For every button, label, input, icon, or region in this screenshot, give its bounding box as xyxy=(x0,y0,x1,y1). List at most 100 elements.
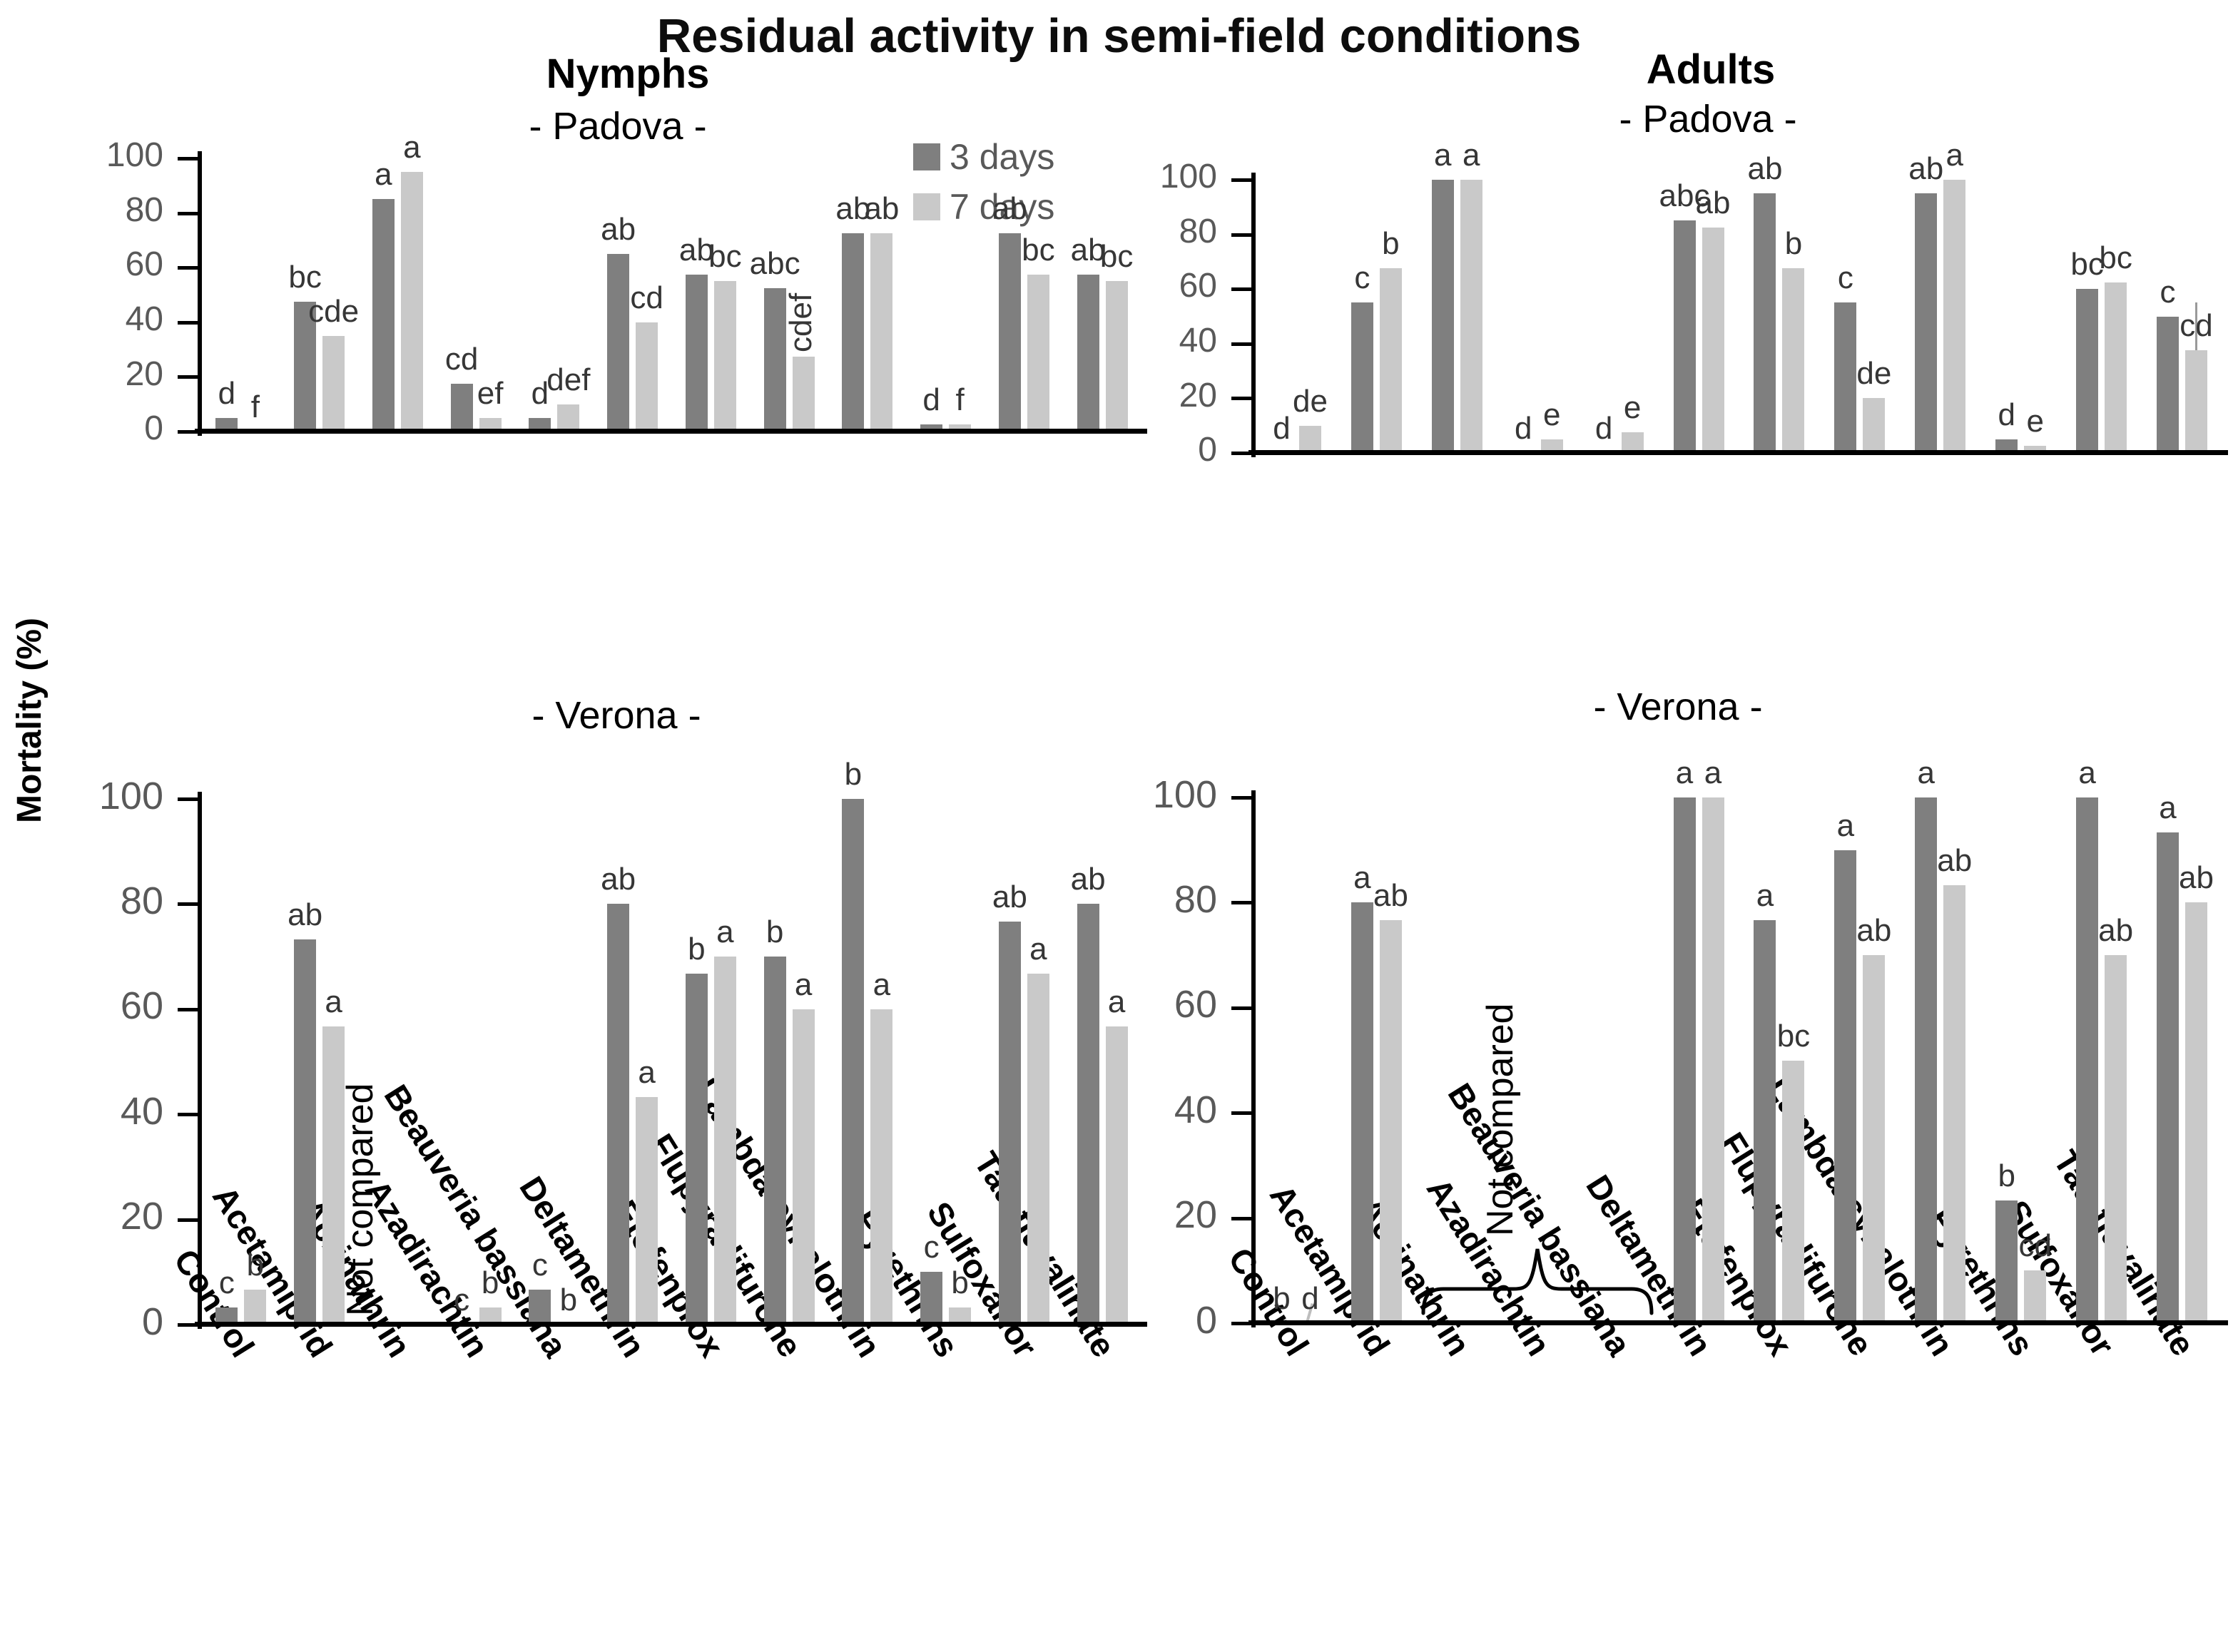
sig-letter-7-days-azadirachtin: b xyxy=(481,1265,499,1300)
panel-heading-nymphs-padova: Nymphs xyxy=(546,51,710,97)
sig-letter-7-days-flupyradifurone: ab xyxy=(1856,913,1892,949)
bar-3-days-pyrethrins xyxy=(920,1272,943,1325)
sig-letter-3-days-beauveria-bassiana: c xyxy=(531,1247,548,1283)
bar-3-days-acetamiprid xyxy=(294,939,317,1325)
bar-3-days-lambda-cyhalothrin xyxy=(1915,193,1938,453)
sig-letter-3-days-beauveria-bassiana: d xyxy=(531,375,549,411)
y-tick xyxy=(178,375,198,379)
sig-letter-3-days-sulfoxaflor: ab xyxy=(992,191,1027,227)
bar-3-days-etofenprox xyxy=(685,974,708,1325)
sig-letter-7-days-beauveria-bassiana: b xyxy=(559,1283,578,1317)
sig-letter-3-days-lambda-cyhalothrin: ab xyxy=(1908,151,1944,187)
legend-item-7-days: 7 days xyxy=(913,188,1054,225)
bar-3-days-flupyradifurone xyxy=(763,287,786,432)
bar-7-days-beauveria-bassiana xyxy=(1621,432,1644,453)
sig-letter-7-days-deltamethrin: ab xyxy=(1695,185,1731,221)
sig-letter-3-days-etofenprox: b xyxy=(688,932,706,967)
sig-letter-3-days-acetamiprid: bc xyxy=(288,260,322,295)
bar-3-days-acrinathrin xyxy=(1431,180,1454,453)
sig-letter-3-days-azadirachtin: cd xyxy=(444,341,479,377)
y-tick xyxy=(178,902,198,907)
y-tick-label: 0 xyxy=(144,409,163,448)
bar-7-days-lambda-cyhalothrin xyxy=(870,1009,893,1325)
y-tick xyxy=(178,211,198,215)
sig-letter-3-days-control: b xyxy=(1273,1281,1291,1316)
not-compared-brace-icon xyxy=(1421,1243,1654,1316)
y-tick-label: 0 xyxy=(141,1300,163,1343)
bar-3-days-beauveria-bassiana xyxy=(529,1289,551,1325)
y-tick xyxy=(1231,796,1251,800)
bar-7-days-etofenprox xyxy=(713,957,736,1325)
sig-letter-7-days-sulfoxaflor: bc xyxy=(1022,232,1055,267)
sig-letter-7-days-acetamiprid: a xyxy=(325,984,342,1020)
sig-letter-3-days-acetamiprid: ab xyxy=(288,897,323,932)
bar-3-days-tau-fluvalinate xyxy=(2157,316,2179,453)
x-axis-line xyxy=(195,429,1147,434)
bar-7-days-tau-fluvalinate xyxy=(1105,1026,1128,1325)
bar-3-days-etofenprox xyxy=(685,274,708,432)
sig-letter-3-days-control: d xyxy=(218,375,236,411)
y-tick xyxy=(178,266,198,270)
bar-3-days-acrinathrin xyxy=(372,199,395,432)
y-tick-label: 60 xyxy=(1179,267,1217,305)
legend-swatch-3-days-icon xyxy=(913,143,940,170)
sig-letter-3-days-tau-fluvalinate: ab xyxy=(1070,862,1106,897)
sig-letter-7-days-lambda-cyhalothrin: a xyxy=(873,967,891,1002)
sig-letter-3-days-acetamiprid: c xyxy=(1354,260,1370,296)
y-axis-line xyxy=(198,151,202,436)
bar-3-days-tau-fluvalinate xyxy=(2157,832,2179,1323)
bar-3-days-tau-fluvalinate xyxy=(1077,274,1099,432)
sig-letter-7-days-tau-fluvalinate: a xyxy=(1107,984,1126,1020)
bar-7-days-tau-fluvalinate xyxy=(2185,350,2208,453)
sig-letter-3-days-sulfoxaflor: a xyxy=(2078,755,2096,790)
bar-7-days-acetamiprid xyxy=(322,335,345,432)
bar-3-days-lambda-cyhalothrin xyxy=(842,233,865,432)
bar-3-days-acetamiprid xyxy=(294,302,317,432)
bar-7-days-etofenprox xyxy=(1782,268,1805,453)
y-tick xyxy=(178,1113,198,1117)
sig-letter-3-days-beauveria-bassiana: d xyxy=(1594,411,1613,446)
y-tick-label: 60 xyxy=(1174,983,1217,1026)
sig-letter-3-days-etofenprox: a xyxy=(1756,877,1774,913)
panel-adults-padova: 0 20 40 60 80 100 d c a d d abc ab c ab d bc c de b a e e ab b de… xyxy=(1160,138,2228,469)
sig-letter-7-days-pyrethrins: f xyxy=(955,382,965,418)
sig-letter-7-days-deltamethrin: cd xyxy=(630,280,663,315)
sig-letter-3-days-etofenprox: ab xyxy=(1747,151,1783,187)
sig-letter-7-days-acetamiprid: ab xyxy=(1373,877,1408,913)
bar-3-days-deltamethrin xyxy=(1673,797,1696,1323)
bar-7-days-sulfoxaflor xyxy=(2105,955,2127,1323)
sig-letter-3-days-azadirachtin: d xyxy=(1514,411,1532,446)
sig-letter-3-days-etofenprox: ab xyxy=(678,232,714,267)
bar-3-days-acetamiprid xyxy=(1351,902,1373,1323)
error-bar xyxy=(2195,302,2198,351)
y-tick-label: 20 xyxy=(1174,1193,1217,1237)
panel-subheading-nymphs-verona: - Verona - xyxy=(531,694,701,737)
y-tick xyxy=(178,430,198,434)
bar-3-days-acetamiprid xyxy=(1351,302,1373,453)
sig-letter-3-days-deltamethrin: a xyxy=(1675,755,1694,790)
y-tick xyxy=(178,1323,198,1327)
bar-3-days-control xyxy=(215,1307,238,1325)
sig-letter-7-days-etofenprox: a xyxy=(716,914,734,950)
y-tick-label: 20 xyxy=(120,1195,163,1238)
bar-7-days-sulfoxaflor xyxy=(1027,274,1049,432)
bar-3-days-beauveria-bassiana xyxy=(529,417,551,432)
bar-3-days-deltamethrin xyxy=(607,904,630,1325)
bar-7-days-control xyxy=(1298,425,1321,453)
sig-letter-3-days-flupyradifurone: b xyxy=(766,914,784,950)
y-tick xyxy=(1231,1111,1251,1116)
y-tick xyxy=(1231,342,1251,346)
bar-3-days-flupyradifurone xyxy=(1834,850,1857,1323)
panel-nymphs-padova: 0 20 40 60 80 100 d bc a cd d ab ab abc ab d ab ab f cde a ef… xyxy=(106,131,1147,447)
bar-7-days-lambda-cyhalothrin xyxy=(1943,180,1966,453)
chart-title: Residual activity in semi-field conditio… xyxy=(656,9,1582,63)
bar-7-days-lambda-cyhalothrin xyxy=(1943,885,1966,1323)
sig-letter-3-days-lambda-cyhalothrin: ab xyxy=(835,191,871,227)
bar-7-days-sulfoxaflor xyxy=(1027,974,1049,1325)
bar-7-days-pyrethrins xyxy=(949,1307,972,1325)
sig-letter-3-days-deltamethrin: abc xyxy=(1659,178,1710,214)
bar-3-days-etofenprox xyxy=(1754,919,1776,1323)
sig-letter-7-days-azadirachtin: ef xyxy=(477,375,504,411)
sig-letter-7-days-etofenprox: b xyxy=(1784,226,1803,262)
bar-7-days-etofenprox xyxy=(713,281,736,432)
